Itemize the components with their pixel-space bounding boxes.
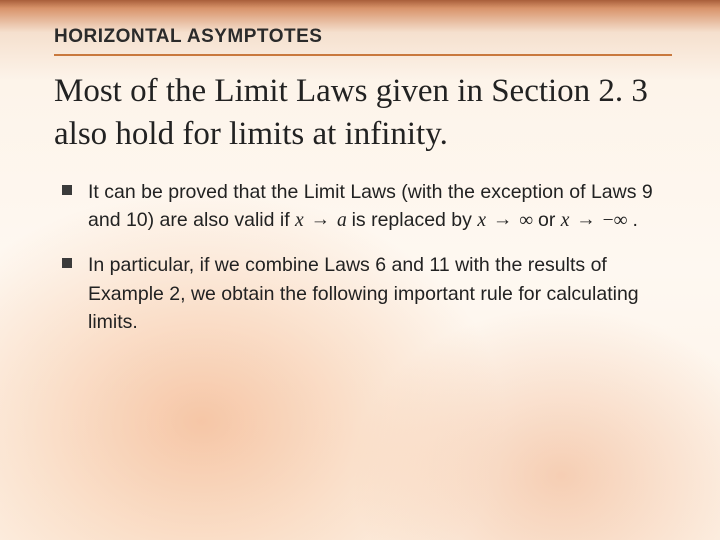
bullet-text-tail: . xyxy=(632,209,637,231)
math-var: x xyxy=(295,210,304,231)
bullet-text: In particular, if we combine Laws 6 and … xyxy=(88,254,639,333)
infinity-icon: ∞ xyxy=(519,210,533,231)
bullet-list: It can be proved that the Limit Laws (wi… xyxy=(54,178,672,336)
math-x-to-a: x → a xyxy=(295,210,352,231)
bullet-text-mid: is replaced by xyxy=(352,209,478,231)
math-x-to-inf: x → ∞ xyxy=(477,210,538,231)
math-var: x xyxy=(561,210,570,231)
math-var: x xyxy=(477,210,486,231)
math-var: a xyxy=(337,210,347,231)
bullet-text-mid2: or xyxy=(538,209,561,231)
arrow-icon: → xyxy=(574,206,598,234)
bullet-item: In particular, if we combine Laws 6 and … xyxy=(88,251,672,336)
section-heading: HORIZONTAL ASYMPTOTES xyxy=(54,26,672,56)
slide: HORIZONTAL ASYMPTOTES Most of the Limit … xyxy=(0,0,720,540)
math-x-to-neg-inf: x → −∞ xyxy=(561,210,633,231)
neg-infinity-icon: −∞ xyxy=(603,210,628,231)
arrow-icon: → xyxy=(309,206,333,234)
bullet-item: It can be proved that the Limit Laws (wi… xyxy=(88,178,672,236)
arrow-icon: → xyxy=(491,206,515,234)
main-paragraph: Most of the Limit Laws given in Section … xyxy=(54,70,672,156)
